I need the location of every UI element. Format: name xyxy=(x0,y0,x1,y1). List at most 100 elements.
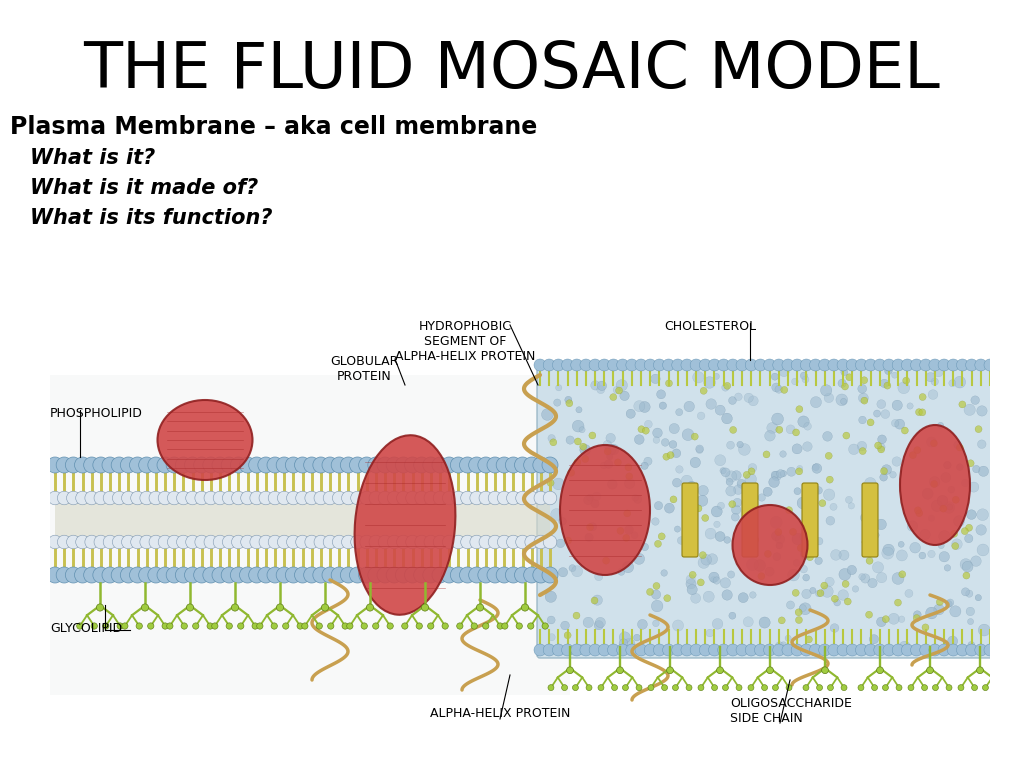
Circle shape xyxy=(452,535,465,549)
Circle shape xyxy=(966,607,975,616)
Circle shape xyxy=(185,492,200,505)
Circle shape xyxy=(358,457,375,473)
Circle shape xyxy=(939,531,950,542)
Circle shape xyxy=(878,435,887,444)
Circle shape xyxy=(461,492,474,505)
Circle shape xyxy=(978,466,988,476)
Circle shape xyxy=(913,611,922,618)
Circle shape xyxy=(786,601,795,609)
Circle shape xyxy=(686,684,692,690)
Circle shape xyxy=(958,684,964,690)
Circle shape xyxy=(713,577,720,584)
Circle shape xyxy=(745,505,753,512)
Circle shape xyxy=(684,401,694,412)
Circle shape xyxy=(797,497,809,509)
Circle shape xyxy=(681,644,693,656)
Circle shape xyxy=(207,623,213,629)
Circle shape xyxy=(718,502,725,509)
Circle shape xyxy=(965,535,973,543)
Circle shape xyxy=(846,644,858,656)
Circle shape xyxy=(763,451,770,458)
Circle shape xyxy=(969,482,979,492)
Circle shape xyxy=(573,458,581,465)
Circle shape xyxy=(855,359,867,371)
Circle shape xyxy=(966,359,978,371)
Circle shape xyxy=(810,644,821,656)
Circle shape xyxy=(940,505,947,512)
Circle shape xyxy=(802,589,811,598)
Circle shape xyxy=(956,464,964,471)
Circle shape xyxy=(158,535,172,549)
Circle shape xyxy=(296,492,309,505)
Circle shape xyxy=(240,567,256,583)
Circle shape xyxy=(548,634,555,641)
Circle shape xyxy=(607,479,617,489)
Circle shape xyxy=(869,634,879,644)
Circle shape xyxy=(589,432,596,439)
Circle shape xyxy=(131,535,144,549)
Circle shape xyxy=(837,359,849,371)
Circle shape xyxy=(230,457,247,473)
Circle shape xyxy=(140,535,154,549)
Circle shape xyxy=(653,644,666,656)
Circle shape xyxy=(589,359,601,371)
Circle shape xyxy=(623,535,630,541)
Circle shape xyxy=(934,367,943,377)
Circle shape xyxy=(956,359,969,371)
Circle shape xyxy=(713,618,723,629)
Circle shape xyxy=(801,372,808,379)
Circle shape xyxy=(821,585,834,598)
Circle shape xyxy=(858,684,864,690)
Circle shape xyxy=(212,567,228,583)
Circle shape xyxy=(806,636,812,643)
Circle shape xyxy=(698,485,709,496)
Circle shape xyxy=(919,552,926,559)
Circle shape xyxy=(598,644,610,656)
Circle shape xyxy=(909,452,916,458)
Circle shape xyxy=(841,399,847,405)
Circle shape xyxy=(821,667,828,674)
Circle shape xyxy=(956,444,964,451)
Circle shape xyxy=(826,516,835,525)
Circle shape xyxy=(843,432,850,439)
Circle shape xyxy=(745,644,757,656)
Circle shape xyxy=(971,396,980,405)
Circle shape xyxy=(801,548,811,559)
Circle shape xyxy=(67,492,80,505)
Circle shape xyxy=(785,635,792,641)
Circle shape xyxy=(195,535,209,549)
Circle shape xyxy=(542,457,558,473)
Circle shape xyxy=(396,492,411,505)
Circle shape xyxy=(422,604,429,611)
Circle shape xyxy=(333,535,346,549)
Circle shape xyxy=(772,413,783,425)
Circle shape xyxy=(213,492,226,505)
Circle shape xyxy=(415,492,428,505)
Circle shape xyxy=(122,623,128,629)
Circle shape xyxy=(554,399,561,406)
Circle shape xyxy=(978,624,990,636)
Circle shape xyxy=(838,379,846,387)
Circle shape xyxy=(743,472,751,478)
Circle shape xyxy=(543,535,557,549)
Circle shape xyxy=(855,644,867,656)
Circle shape xyxy=(342,492,355,505)
Circle shape xyxy=(387,535,401,549)
Circle shape xyxy=(615,387,623,394)
Circle shape xyxy=(670,496,677,503)
Circle shape xyxy=(194,457,210,473)
Circle shape xyxy=(899,571,906,578)
Circle shape xyxy=(623,561,634,573)
Circle shape xyxy=(892,457,901,466)
Circle shape xyxy=(534,359,546,371)
Circle shape xyxy=(605,444,616,455)
Circle shape xyxy=(961,558,972,570)
Circle shape xyxy=(479,535,493,549)
Circle shape xyxy=(166,567,182,583)
Circle shape xyxy=(658,533,666,540)
Circle shape xyxy=(597,386,605,394)
Circle shape xyxy=(728,396,736,405)
Circle shape xyxy=(324,535,337,549)
Circle shape xyxy=(532,457,549,473)
Circle shape xyxy=(644,420,652,429)
